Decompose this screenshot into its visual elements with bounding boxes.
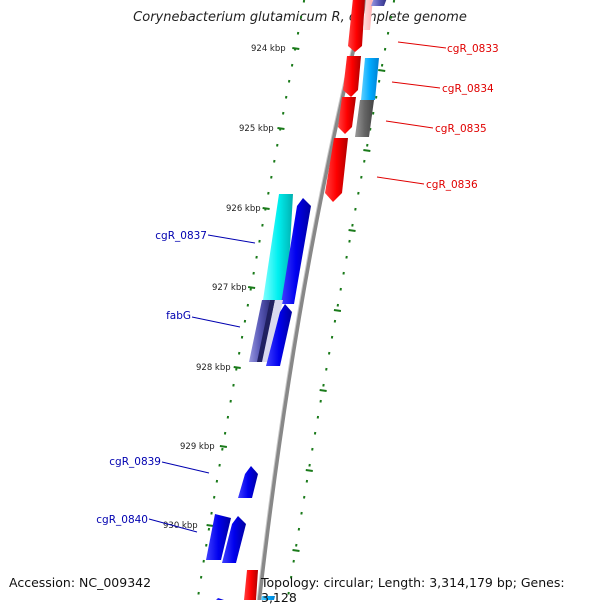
major-tick	[293, 550, 300, 551]
gene-top-violet[interactable]	[371, 0, 387, 6]
tick-label-928: 928 kbp	[196, 363, 231, 373]
callout-cgR-0833	[398, 42, 446, 48]
major-tick	[207, 525, 214, 526]
major-tick	[234, 367, 241, 368]
tick-label-926: 926 kbp	[226, 204, 261, 214]
label-callouts	[149, 42, 446, 532]
gene-gray[interactable]	[355, 100, 374, 137]
tick-label-924: 924 kbp	[251, 44, 286, 54]
tick-label-927: 927 kbp	[212, 283, 247, 293]
major-tick	[320, 390, 327, 391]
major-tick	[292, 48, 299, 49]
gene-label-cgR-0837[interactable]: cgR_0837	[155, 230, 207, 242]
gene-label-cgR-0840[interactable]: cgR_0840	[96, 514, 148, 526]
callout-fabG	[192, 317, 240, 327]
reverse-strand-genes	[206, 194, 311, 600]
callout-cgR-0837	[208, 235, 255, 243]
gene-top-red[interactable]	[348, 0, 365, 52]
gene-cgR-0839[interactable]	[238, 466, 258, 498]
gene-label-cgR-0835[interactable]: cgR_0835	[435, 123, 487, 135]
callout-cgR-0834	[392, 82, 440, 88]
tick-label-930: 930 kbp	[163, 521, 198, 531]
gene-label-cgR-0834[interactable]: cgR_0834	[442, 83, 494, 95]
major-tick	[349, 230, 356, 231]
callout-cgR-0835	[386, 121, 433, 128]
accession-text: Accession: NC_009342	[9, 575, 151, 590]
gene-label-cgR-0833[interactable]: cgR_0833	[447, 43, 499, 55]
callout-cgR-0836	[377, 177, 424, 184]
gene-bottom-red[interactable]	[244, 570, 258, 600]
gene-label-cgR-0836[interactable]: cgR_0836	[426, 179, 478, 191]
major-tick	[263, 208, 270, 209]
major-tick	[306, 470, 313, 471]
major-tick	[363, 150, 370, 151]
gene-label-fabG[interactable]: fabG	[166, 310, 191, 322]
gene-sky-blue[interactable]	[361, 58, 379, 100]
tick-label-925: 925 kbp	[239, 124, 274, 134]
gene-label-cgR-0839[interactable]: cgR_0839	[109, 456, 161, 468]
gene-cgR-0834[interactable]	[343, 56, 361, 97]
major-tick	[334, 310, 341, 311]
major-tick	[248, 287, 255, 288]
genome-summary-text: Topology: circular; Length: 3,314,179 bp…	[261, 575, 600, 605]
major-tick	[378, 70, 385, 71]
major-tick	[277, 128, 284, 129]
major-tick	[220, 446, 227, 447]
callout-cgR-0839	[162, 462, 209, 473]
tick-label-929: 929 kbp	[180, 442, 215, 452]
